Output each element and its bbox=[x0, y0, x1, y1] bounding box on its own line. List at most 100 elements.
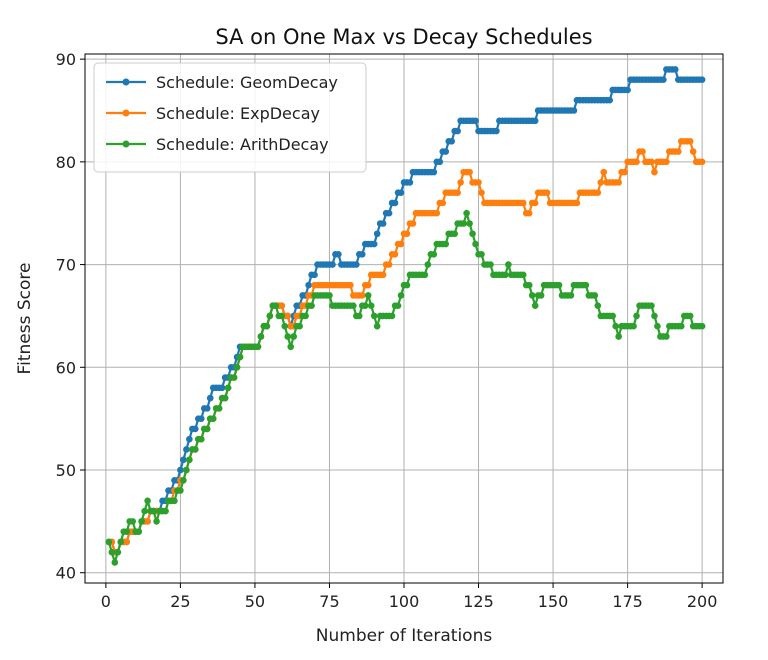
data-point bbox=[594, 189, 602, 196]
data-point bbox=[409, 220, 417, 227]
data-point bbox=[388, 312, 396, 320]
data-point bbox=[254, 343, 262, 351]
y-tick-label: 40 bbox=[56, 564, 76, 583]
data-point bbox=[457, 179, 464, 186]
data-point bbox=[311, 271, 318, 279]
y-tick-label: 50 bbox=[56, 461, 76, 480]
data-point bbox=[525, 209, 533, 217]
data-point bbox=[436, 158, 444, 166]
data-point bbox=[379, 220, 387, 227]
y-tick-label: 90 bbox=[56, 50, 76, 69]
data-point bbox=[266, 312, 274, 320]
data-point bbox=[284, 312, 292, 320]
data-point bbox=[597, 179, 605, 186]
data-point bbox=[621, 168, 628, 176]
data-point bbox=[648, 158, 655, 166]
data-point bbox=[600, 168, 608, 176]
data-point bbox=[180, 456, 187, 464]
data-point bbox=[391, 199, 399, 207]
data-point bbox=[215, 405, 223, 412]
data-point bbox=[466, 220, 473, 227]
data-point bbox=[183, 466, 190, 474]
data-point bbox=[677, 322, 685, 330]
data-point bbox=[537, 292, 545, 299]
data-point bbox=[698, 158, 706, 166]
legend-label: Schedule: ExpDecay bbox=[156, 104, 320, 123]
data-point bbox=[573, 199, 581, 207]
data-point bbox=[478, 189, 485, 196]
data-point bbox=[290, 333, 297, 340]
data-point bbox=[180, 476, 187, 484]
data-point bbox=[612, 322, 619, 330]
y-tick-label: 70 bbox=[56, 256, 76, 275]
data-point bbox=[141, 507, 148, 515]
series-schedule-arithdecay bbox=[105, 209, 706, 567]
legend-frame bbox=[93, 62, 367, 173]
y-tick-label: 80 bbox=[56, 153, 76, 172]
legend-label: Schedule: GeomDecay bbox=[156, 73, 338, 92]
y-tick-label: 60 bbox=[56, 358, 76, 377]
data-point bbox=[197, 415, 205, 422]
data-point bbox=[433, 209, 441, 217]
legend-item: Schedule: GeomDecay bbox=[106, 73, 338, 92]
data-point bbox=[606, 96, 614, 104]
data-point bbox=[391, 251, 399, 258]
data-point bbox=[192, 446, 199, 453]
data-point bbox=[367, 302, 375, 309]
data-point bbox=[487, 261, 494, 268]
data-point bbox=[308, 302, 315, 309]
data-point bbox=[651, 168, 658, 176]
data-point bbox=[531, 117, 539, 125]
data-point bbox=[698, 76, 706, 83]
data-point bbox=[397, 240, 405, 248]
data-point bbox=[475, 179, 482, 186]
data-point bbox=[442, 148, 450, 155]
data-point bbox=[469, 230, 476, 238]
data-point bbox=[221, 394, 229, 402]
data-point bbox=[654, 322, 661, 330]
data-point bbox=[150, 507, 157, 515]
data-point bbox=[609, 312, 616, 320]
data-point bbox=[335, 251, 342, 258]
data-point bbox=[296, 322, 303, 330]
data-point bbox=[326, 292, 333, 299]
data-point bbox=[686, 312, 694, 320]
data-point bbox=[197, 435, 205, 443]
x-tick-label: 100 bbox=[389, 592, 420, 611]
data-point bbox=[177, 487, 184, 494]
legend-label: Schedule: ArithDecay bbox=[156, 135, 329, 154]
data-point bbox=[105, 538, 113, 546]
data-point bbox=[448, 138, 456, 145]
data-point bbox=[567, 292, 575, 299]
data-point bbox=[347, 281, 354, 289]
data-point bbox=[209, 415, 217, 422]
data-point bbox=[281, 322, 289, 330]
data-point bbox=[117, 538, 125, 546]
data-point bbox=[123, 528, 131, 535]
legend-item: Schedule: ExpDecay bbox=[106, 104, 320, 123]
data-point bbox=[329, 261, 336, 268]
data-point bbox=[421, 271, 429, 279]
data-point bbox=[183, 446, 190, 453]
data-point bbox=[528, 292, 536, 299]
data-point bbox=[502, 271, 509, 279]
data-point bbox=[460, 220, 467, 227]
data-point bbox=[287, 343, 295, 351]
data-point bbox=[472, 117, 479, 125]
data-point bbox=[531, 199, 539, 207]
data-point bbox=[403, 281, 411, 289]
data-point bbox=[373, 322, 381, 330]
data-point bbox=[272, 302, 280, 309]
data-point bbox=[660, 76, 667, 83]
data-point bbox=[361, 302, 369, 309]
data-point bbox=[397, 189, 405, 196]
legend-marker bbox=[122, 109, 130, 117]
data-point bbox=[278, 312, 286, 320]
y-axis-label: Fitness Score bbox=[15, 263, 35, 375]
data-point bbox=[406, 179, 414, 186]
data-point bbox=[353, 261, 360, 268]
data-point bbox=[430, 168, 438, 176]
data-point bbox=[430, 251, 438, 258]
